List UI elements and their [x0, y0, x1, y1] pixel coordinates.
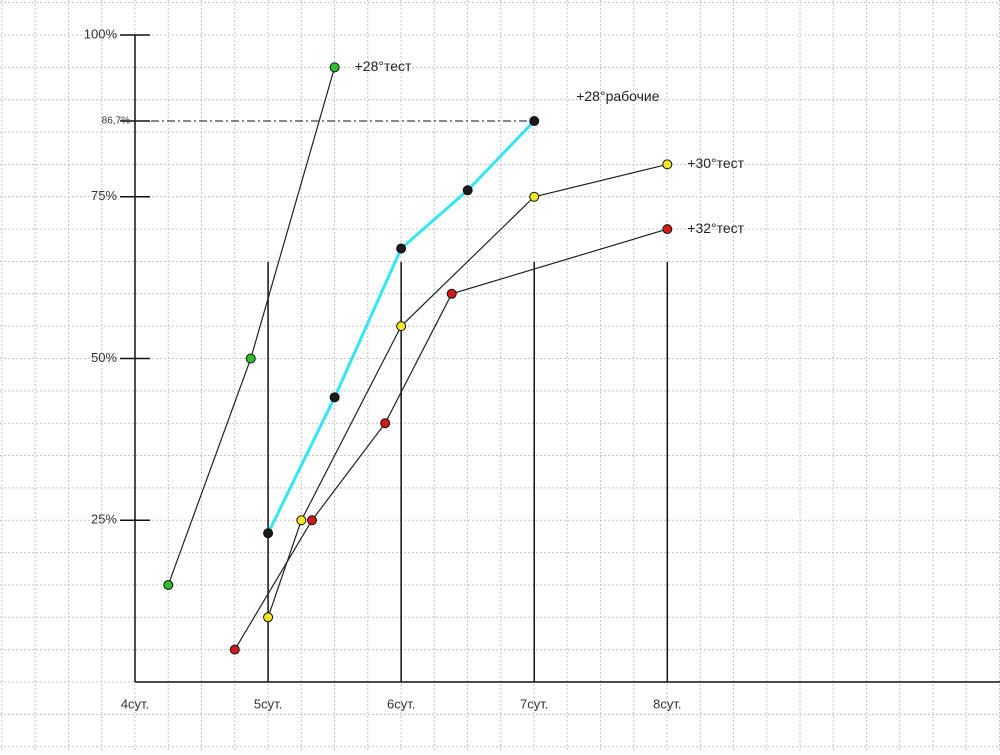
x-tick-label: 6сут.: [387, 696, 415, 711]
series-label: +28°рабочие: [576, 88, 660, 104]
data-point: [306, 515, 317, 526]
x-tick-label: 7сут.: [520, 696, 548, 711]
y-tick-label: 50%: [91, 350, 117, 365]
y-tick-label: 25%: [91, 512, 117, 527]
data-point: [263, 612, 274, 623]
reference-label: 86,7%: [102, 116, 130, 127]
data-point: [396, 243, 407, 254]
x-tick-label: 8сут.: [653, 696, 681, 711]
data-point: [662, 159, 673, 170]
data-point: [296, 515, 307, 526]
data-point: [263, 528, 274, 539]
y-tick-label: 100%: [84, 26, 118, 41]
data-point: [229, 644, 240, 655]
data-point: [462, 185, 473, 196]
data-point: [446, 288, 457, 299]
data-point: [163, 579, 174, 590]
data-point: [529, 116, 540, 127]
series-label: +28°тест: [355, 58, 412, 74]
y-tick-label: 75%: [91, 188, 117, 203]
x-tick-label: 5сут.: [254, 696, 282, 711]
data-point: [329, 392, 340, 403]
series-label: +30°тест: [687, 155, 744, 171]
data-point: [529, 191, 540, 202]
data-point: [396, 321, 407, 332]
data-point: [329, 62, 340, 73]
data-point: [245, 353, 256, 364]
data-point: [380, 418, 391, 429]
data-point: [662, 224, 673, 235]
series-label: +32°тест: [687, 220, 744, 236]
x-tick-label: 4сут.: [121, 696, 149, 711]
